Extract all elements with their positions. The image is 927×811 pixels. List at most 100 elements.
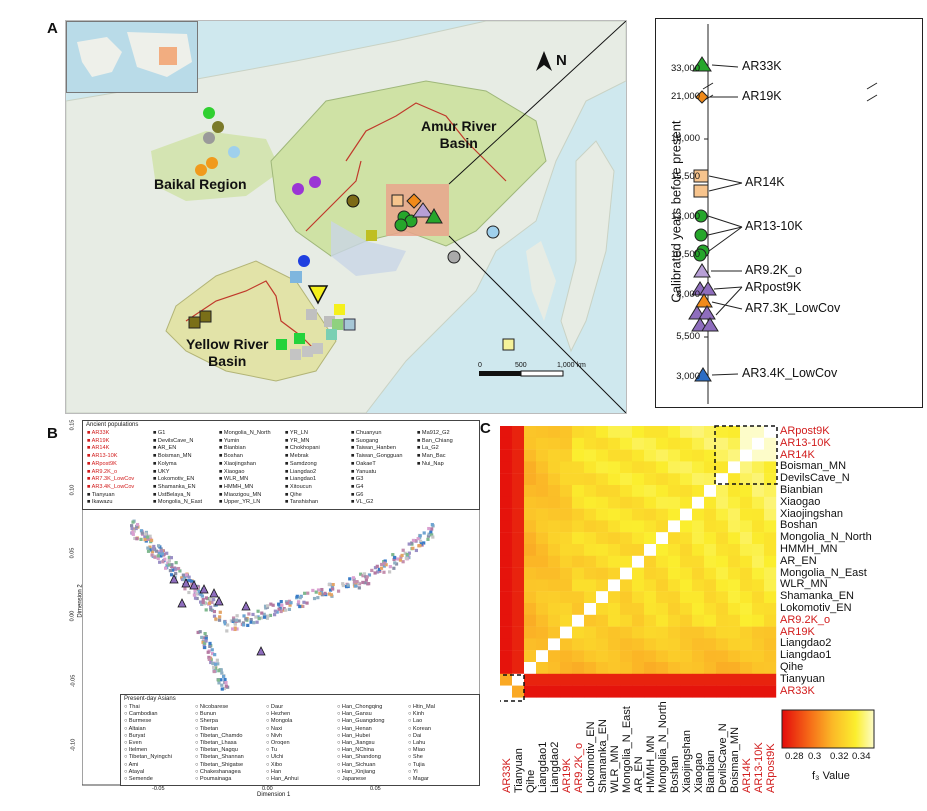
pca-point	[312, 596, 317, 601]
site-marker	[302, 346, 313, 357]
timeline-label: AR7.3K_LowCov	[745, 301, 841, 315]
pca-point	[306, 591, 310, 595]
pca-point	[373, 566, 378, 570]
heatmap-cell	[740, 591, 753, 604]
pca-point	[169, 573, 174, 577]
pca-point	[220, 687, 224, 691]
heatmap-cell	[752, 449, 765, 462]
heatmap-cell	[728, 626, 741, 639]
pca-point	[203, 641, 207, 645]
heatmap-cell	[620, 496, 633, 509]
pca-point	[139, 537, 143, 541]
heatmap-cell	[572, 555, 585, 568]
legend-entry: ○ Naxi	[266, 725, 283, 732]
heatmap-cell	[548, 591, 561, 604]
marker-ar9-2k-o	[693, 263, 711, 278]
legend-entry: ■ AR14K	[87, 445, 110, 452]
heatmap-cell	[740, 579, 753, 592]
pca-point	[263, 604, 268, 608]
heatmap-cell	[752, 662, 765, 674]
heatmap-cell	[548, 449, 561, 462]
pca-point	[165, 551, 169, 555]
heatmap-cell	[764, 508, 777, 521]
heatmap-cell	[560, 532, 573, 545]
heatmap-cell	[728, 567, 741, 580]
heatmap-cell	[632, 650, 645, 663]
heatmap-cell	[620, 461, 633, 474]
heatmap-cell	[692, 532, 705, 545]
pca-point	[414, 548, 418, 553]
heatmap-col-label: Tianyuan	[513, 748, 525, 794]
heatmap-cell	[608, 567, 621, 580]
pca-point	[173, 567, 178, 571]
heatmap-cell	[536, 662, 549, 674]
heatmap-cell	[512, 685, 525, 698]
heatmap-cell	[500, 626, 513, 639]
heatmap-cell	[500, 426, 513, 438]
pca-point	[130, 526, 134, 531]
site-marker	[228, 146, 240, 158]
pca-point	[161, 560, 165, 564]
heatmap-cell	[632, 520, 645, 533]
pca-point	[269, 602, 273, 606]
pca-point	[229, 619, 234, 623]
heatmap-cell	[536, 461, 549, 474]
heatmap-cell	[560, 614, 573, 627]
heatmap-cell	[572, 650, 585, 663]
pca-point	[208, 644, 212, 649]
pca-point	[178, 569, 182, 573]
heatmap-cell	[596, 544, 609, 556]
heatmap-cell	[728, 603, 741, 615]
heatmap-cell	[548, 650, 561, 663]
pca-ytick: 0.05	[69, 547, 76, 559]
heatmap-cell	[524, 638, 537, 651]
heatmap-cell	[716, 673, 729, 686]
heatmap-panel: ARpost9K AR13-10K AR14K Boisman_MN DevilsCav…	[500, 420, 920, 810]
legend-entry: ■ AR_EN	[153, 445, 177, 452]
heatmap-cell	[500, 650, 513, 663]
heatmap-cell	[524, 567, 537, 580]
pca-point	[156, 556, 160, 561]
pca-point	[284, 608, 288, 612]
heatmap-cell	[644, 473, 657, 486]
heatmap-cell	[632, 461, 645, 474]
pca-point	[398, 558, 403, 562]
pca-point	[273, 609, 277, 613]
heatmap-cell	[668, 532, 681, 545]
heatmap-cell	[680, 626, 693, 639]
pca-point	[230, 627, 235, 631]
pca-point	[296, 600, 301, 604]
legend-entry: ○ Nivh	[266, 732, 283, 739]
pca-point	[393, 555, 397, 560]
heatmap-cell	[596, 626, 609, 639]
heatmap-cell	[704, 449, 717, 462]
legend-entry: ○ Miao	[408, 747, 426, 754]
heatmap-cell	[608, 473, 621, 486]
pca-point	[296, 602, 300, 607]
heatmap-cell	[560, 626, 573, 639]
heatmap-cell	[644, 426, 657, 438]
heatmap-cell	[728, 662, 741, 674]
pca-point	[208, 641, 212, 646]
heatmap-cell	[740, 485, 753, 497]
heatmap-cell	[680, 603, 693, 615]
heatmap-cell	[692, 520, 705, 533]
pca-point	[379, 566, 384, 570]
marker-arpost9k	[701, 317, 719, 332]
pca-point	[370, 568, 374, 573]
heatmap-cell	[536, 544, 549, 556]
heatmap-cell	[572, 603, 585, 615]
heatmap-cell	[608, 626, 621, 639]
heatmap-cell	[632, 685, 645, 698]
heatmap-cell	[512, 650, 525, 663]
heatmap-cell	[764, 650, 777, 663]
heatmap-cell	[656, 496, 669, 509]
heatmap-cell	[596, 555, 609, 568]
heatmap-cell	[524, 426, 537, 438]
timeline-label: AR14K	[745, 175, 785, 189]
heatmap-cell	[620, 614, 633, 627]
heatmap-cell	[752, 673, 765, 686]
heatmap-cell	[680, 544, 693, 556]
heatmap-cell	[764, 437, 777, 450]
heatmap-cell	[728, 437, 741, 450]
